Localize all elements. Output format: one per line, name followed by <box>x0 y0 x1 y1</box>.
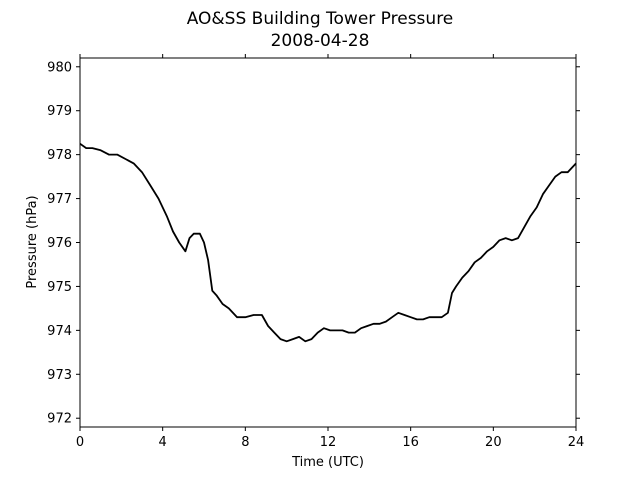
y-tick-label: 975 <box>47 280 72 295</box>
chart-title: AO&SS Building Tower Pressure <box>187 9 454 29</box>
y-tick-label: 977 <box>47 192 72 207</box>
x-tick-label: 0 <box>76 435 84 450</box>
x-tick-label: 12 <box>320 435 337 450</box>
x-tick-label: 20 <box>485 435 502 450</box>
y-tick-label: 974 <box>47 324 72 339</box>
x-tick-label: 4 <box>159 435 167 450</box>
y-tick-label: 979 <box>47 104 72 119</box>
axes-frame <box>79 57 577 428</box>
plot-area: 0 4 8 12 16 20 24 972 973 974 975 976 977 978 979 980 <box>47 54 584 450</box>
x-axis-label: Time (UTC) <box>291 455 364 470</box>
x-tick-label: 16 <box>402 435 419 450</box>
series-line-pressure <box>79 142 577 343</box>
x-tick-label: 8 <box>241 435 249 450</box>
chart-subtitle: 2008-04-28 <box>271 31 370 51</box>
y-tick-label: 978 <box>47 148 72 163</box>
y-tick-label: 972 <box>47 412 72 427</box>
x-tick-label: 24 <box>568 435 585 450</box>
axis-ticks: 0 4 8 12 16 20 24 972 973 974 975 976 977 978 979 980 <box>47 54 584 450</box>
y-axis-label: Pressure (hPa) <box>25 195 40 288</box>
y-tick-label: 973 <box>47 368 72 383</box>
y-tick-label: 980 <box>47 60 72 75</box>
y-tick-label: 976 <box>47 236 72 251</box>
